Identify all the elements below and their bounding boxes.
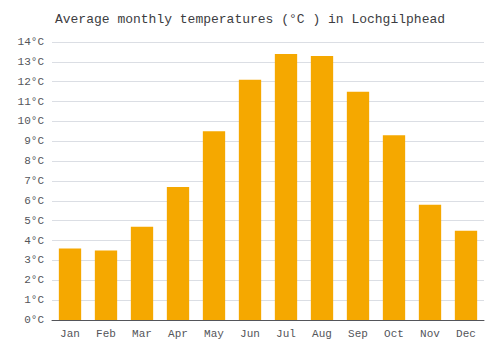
svg-text:Aug: Aug bbox=[312, 328, 332, 340]
svg-text:Nov: Nov bbox=[420, 328, 440, 340]
svg-text:Apr: Apr bbox=[168, 328, 188, 340]
svg-text:12°C: 12°C bbox=[18, 76, 45, 88]
svg-text:Average monthly temperatures (: Average monthly temperatures (°C ) in Lo… bbox=[55, 12, 445, 27]
svg-text:5°C: 5°C bbox=[24, 215, 44, 227]
svg-text:14°C: 14°C bbox=[18, 36, 45, 48]
svg-text:Oct: Oct bbox=[384, 328, 404, 340]
svg-text:2°C: 2°C bbox=[24, 274, 44, 286]
svg-text:Jun: Jun bbox=[240, 328, 260, 340]
svg-text:13°C: 13°C bbox=[18, 56, 45, 68]
svg-text:10°C: 10°C bbox=[18, 115, 45, 127]
svg-text:4°C: 4°C bbox=[24, 235, 44, 247]
svg-text:Dec: Dec bbox=[456, 328, 476, 340]
svg-text:11°C: 11°C bbox=[18, 96, 45, 108]
svg-text:9°C: 9°C bbox=[24, 135, 44, 147]
svg-text:7°C: 7°C bbox=[24, 175, 44, 187]
svg-text:Sep: Sep bbox=[348, 328, 368, 340]
svg-text:Jan: Jan bbox=[60, 328, 80, 340]
svg-text:Mar: Mar bbox=[132, 328, 152, 340]
svg-text:Jul: Jul bbox=[276, 328, 296, 340]
svg-text:3°C: 3°C bbox=[24, 254, 44, 266]
svg-text:May: May bbox=[204, 328, 224, 340]
svg-text:0°C: 0°C bbox=[24, 314, 44, 326]
svg-text:1°C: 1°C bbox=[24, 294, 44, 306]
svg-text:8°C: 8°C bbox=[24, 155, 44, 167]
svg-text:Feb: Feb bbox=[96, 328, 116, 340]
svg-text:6°C: 6°C bbox=[24, 195, 44, 207]
